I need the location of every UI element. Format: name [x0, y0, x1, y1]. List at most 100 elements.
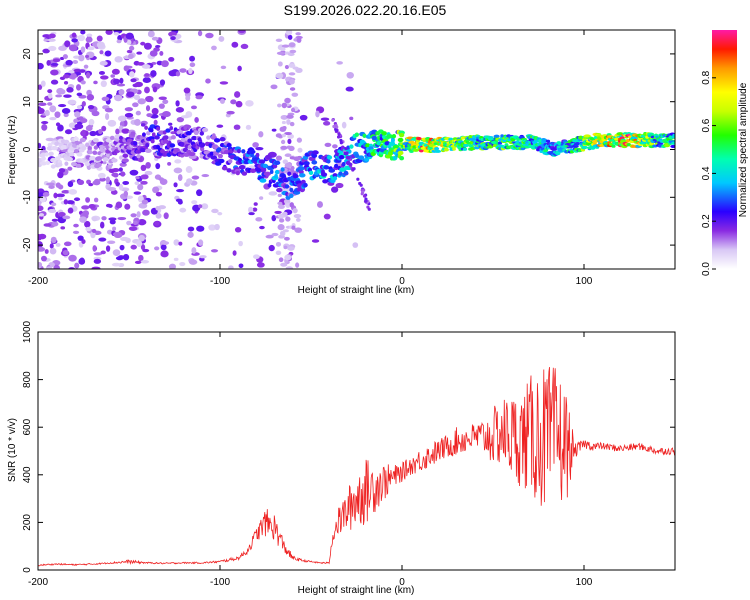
spectrogram-noise-blob	[268, 191, 278, 196]
spectrogram-noise-blob	[285, 77, 290, 82]
spectrogram-ridge-blob	[217, 153, 224, 159]
spectrogram-ridge-blob	[259, 178, 267, 183]
spectrogram-blobs	[38, 30, 675, 269]
spectrogram-noise-blob	[134, 181, 140, 186]
spectrogram-noise-blob	[151, 36, 159, 41]
spectrogram-noise-blob	[100, 250, 106, 255]
spectrogram-noise-blob	[214, 223, 220, 231]
spectrogram-ridge-blob	[376, 140, 381, 146]
spectrogram-noise-blob	[168, 70, 177, 77]
spectrogram-noise-blob	[231, 41, 239, 48]
spectrogram-noise-blob	[290, 107, 296, 113]
spectrogram-noise-blob	[281, 102, 288, 109]
snr-y-label: SNR (10 * v/v)	[7, 418, 18, 482]
spectrogram-noise-blob	[130, 78, 137, 83]
spectrogram-noise-blob	[285, 203, 291, 208]
spectrogram-noise-blob	[163, 212, 169, 220]
spectrogram-noise-blob	[49, 243, 54, 249]
spectrogram-noise-blob	[155, 212, 162, 219]
spectrogram-x-tick-label: -200	[28, 276, 48, 287]
spectrogram-noise-blob	[291, 225, 296, 230]
spectrogram-noise-blob	[63, 241, 72, 247]
spectrogram-noise-blob	[145, 161, 151, 169]
spectrogram-ridge-blob	[297, 166, 305, 171]
spectrogram-ridge-blob	[191, 135, 198, 141]
spectrogram-ridge-blob	[262, 163, 268, 169]
spectrogram-noise-blob	[87, 104, 95, 110]
spectrogram-noise-blob	[288, 72, 296, 76]
spectrogram-ridge-blob	[334, 123, 338, 127]
spectrogram-noise-blob	[293, 213, 302, 219]
spectrogram-noise-blob	[291, 92, 299, 97]
spectrogram-noise-blob	[159, 79, 166, 86]
spectrogram-ridge-blob	[267, 183, 272, 188]
spectrogram-noise-blob	[176, 117, 185, 123]
spectrogram-noise-blob	[276, 51, 285, 55]
spectrogram-noise-blob	[38, 107, 45, 115]
spectrogram-ridge-blob	[308, 170, 314, 176]
spectrogram-noise-blob	[79, 257, 85, 265]
colorbar: 0.0 0.2 0.4 0.6 0.8 Normalized spectral ampl…	[701, 30, 749, 276]
spectrogram-noise-blob	[122, 253, 130, 261]
spectrogram-ridge-blob	[96, 162, 102, 167]
spectrogram-noise-blob	[211, 208, 219, 214]
spectrogram-noise-blob	[87, 145, 92, 152]
spectrogram-ridge-blob	[145, 143, 150, 148]
spectrogram-y-tick-label: 10	[22, 96, 33, 108]
spectrogram-noise-blob	[51, 202, 57, 207]
spectrogram-noise-blob	[124, 107, 133, 112]
spectrogram-ridge-blob	[352, 167, 356, 171]
spectrogram-noise-blob	[123, 65, 130, 72]
spectrogram-ridge-blob	[625, 139, 630, 143]
spectrogram-noise-blob	[126, 91, 135, 98]
spectrogram-noise-blob	[137, 98, 146, 105]
spectrogram-noise-blob	[210, 249, 219, 253]
spectrogram-noise-blob	[195, 95, 203, 100]
spectrogram-ridge-blob	[349, 144, 354, 149]
spectrogram-noise-blob	[136, 211, 141, 218]
spectrogram-noise-blob	[288, 145, 295, 152]
spectrogram-noise-blob	[137, 61, 145, 66]
spectrogram-ridge-blob	[339, 138, 343, 142]
spectrogram-ridge-blob	[356, 177, 360, 181]
spectrogram-noise-blob	[252, 142, 259, 148]
spectrogram-noise-blob	[138, 234, 145, 242]
spectrogram-ridge-blob	[583, 134, 591, 138]
spectrogram-ridge-blob	[79, 158, 84, 163]
spectrogram-noise-blob	[116, 39, 122, 44]
spectrogram-ridge-blob	[341, 145, 345, 149]
spectrogram-noise-blob	[109, 219, 116, 225]
spectrogram-noise-blob	[289, 87, 296, 91]
spectrogram-ridge-blob	[284, 184, 290, 189]
colorbar-tick-label: 0.6	[701, 118, 712, 132]
spectrogram-noise-blob	[46, 59, 51, 66]
spectrogram-ridge-blob	[341, 161, 346, 167]
spectrogram-noise-blob	[294, 227, 303, 233]
spectrogram-noise-blob	[78, 69, 86, 73]
spectrogram-ridge-blob	[332, 173, 338, 178]
spectrogram-noise-blob	[61, 108, 71, 114]
spectrogram-noise-blob	[55, 94, 63, 98]
spectrogram-noise-blob	[50, 236, 57, 244]
spectrogram-ridge-blob	[219, 136, 226, 142]
spectrogram-noise-blob	[292, 207, 298, 214]
spectrogram-ridge-blob	[85, 142, 90, 147]
spectrogram-noise-blob	[128, 226, 138, 231]
spectrogram-x-label: Height of straight line (km)	[298, 285, 415, 296]
spectrogram-noise-blob	[275, 133, 282, 138]
spectrogram-ridge-blob	[578, 135, 584, 139]
spectrogram-noise-blob	[282, 211, 288, 216]
snr-x-label: Height of straight line (km)	[298, 585, 415, 596]
spectrogram-ridge-blob	[162, 135, 169, 140]
spectrogram-noise-blob	[47, 102, 53, 106]
spectrogram-noise-blob	[135, 175, 140, 180]
spectrogram-ridge-blob	[336, 135, 341, 139]
spectrogram-noise-blob	[133, 191, 142, 195]
spectrogram-noise-blob	[101, 216, 107, 221]
spectrogram-noise-blob	[108, 168, 116, 174]
spectrogram-noise-blob	[160, 250, 169, 258]
spectrogram-noise-blob	[40, 80, 46, 87]
spectrogram-noise-blob	[72, 60, 79, 64]
spectrogram-ridge-blob	[249, 168, 257, 173]
spectrogram-noise-blob	[88, 203, 96, 209]
